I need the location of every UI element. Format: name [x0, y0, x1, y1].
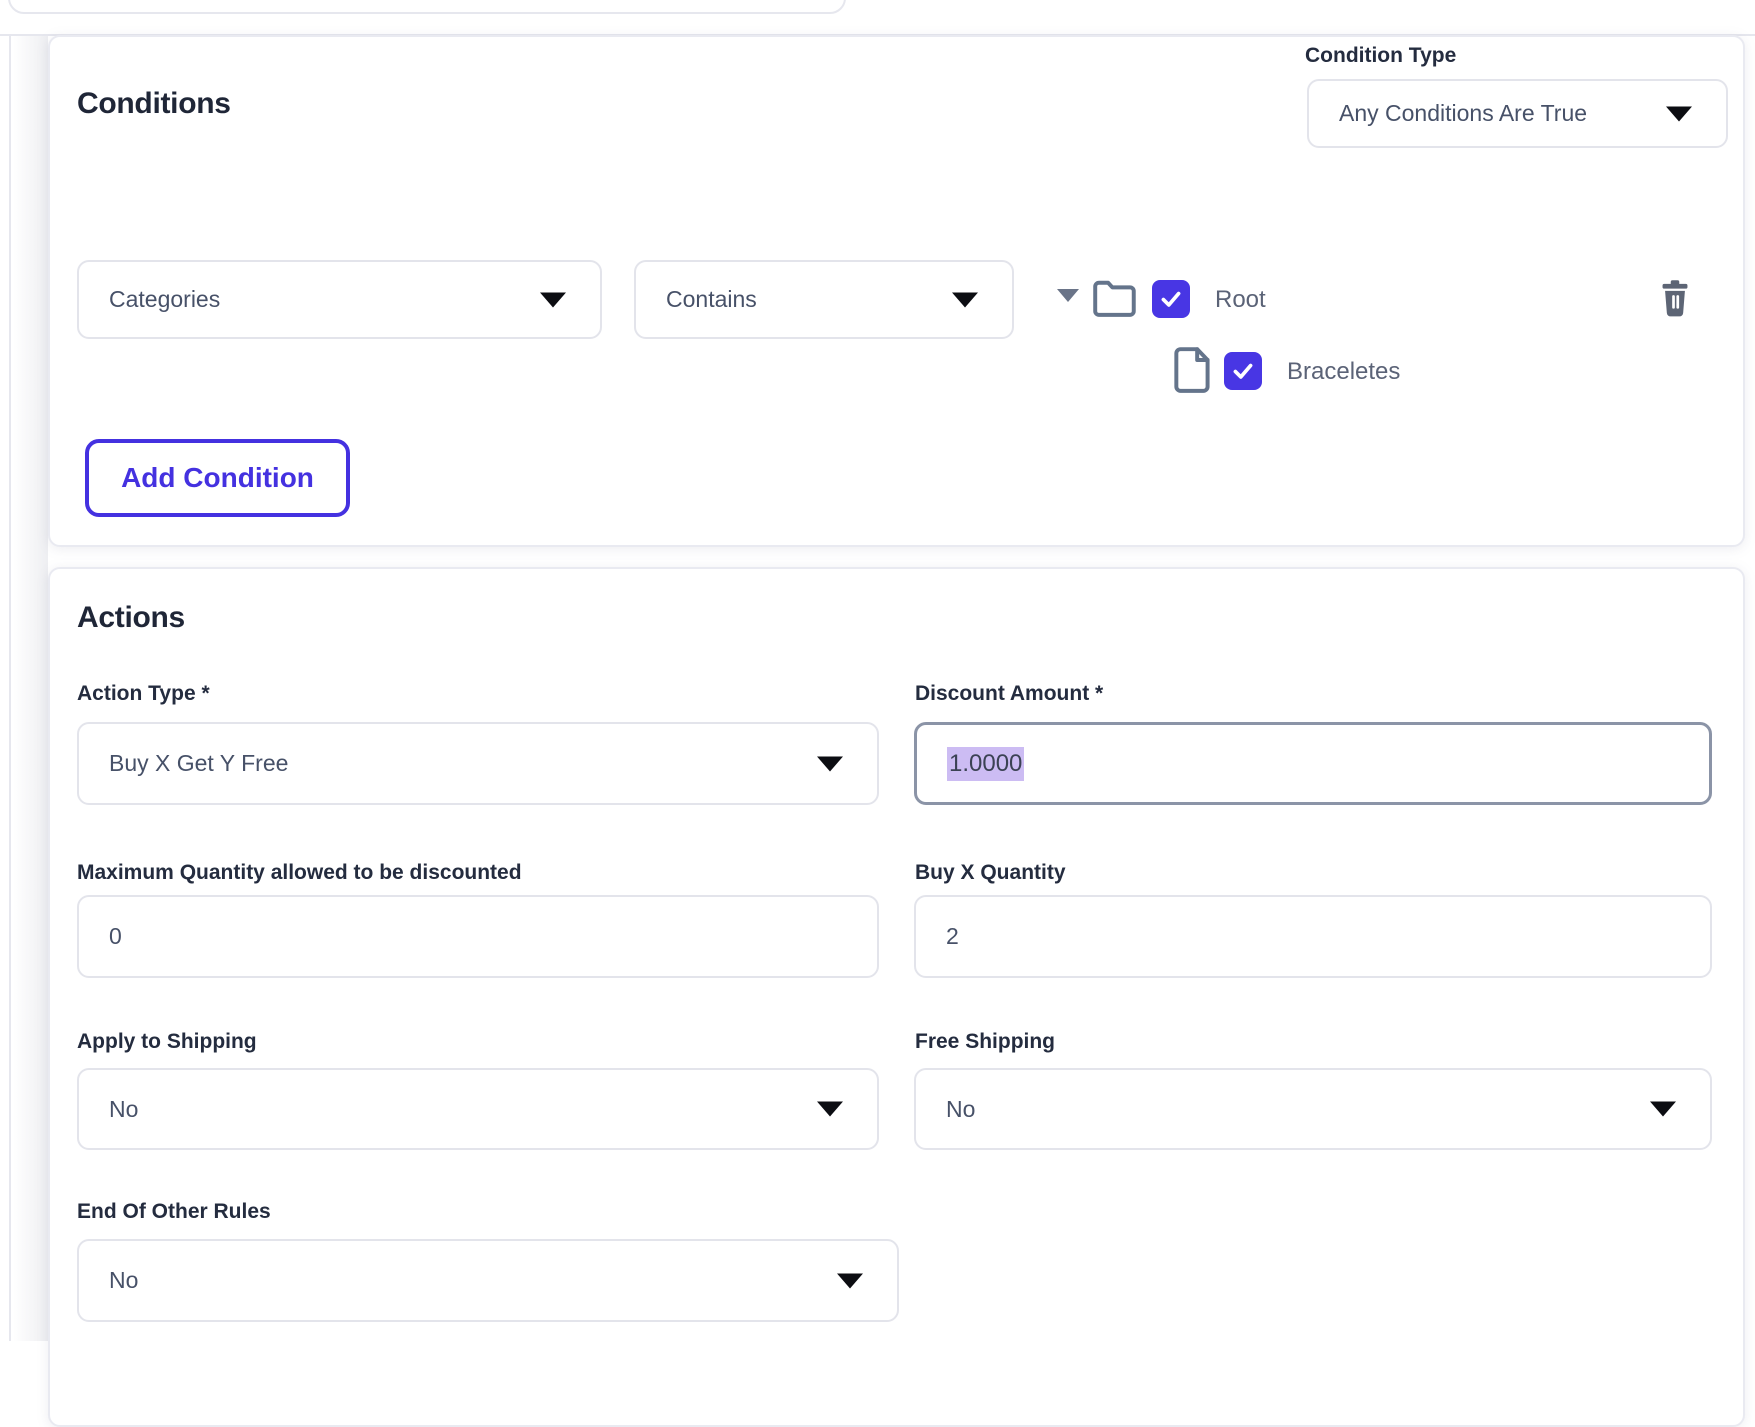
action-type-label: Action Type *: [77, 682, 210, 705]
discount-amount-selected-text: 1.0000: [947, 746, 1025, 781]
add-condition-button[interactable]: Add Condition: [85, 439, 350, 517]
condition-type-select-value: Any Conditions Are True: [1339, 100, 1588, 126]
buy-x-qty-input[interactable]: 2: [914, 895, 1712, 978]
end-other-rules-label: End Of Other Rules: [77, 1200, 271, 1223]
content-left-border: [9, 35, 11, 1341]
action-type-value: Buy X Get Y Free: [109, 750, 289, 776]
check-icon: [1233, 363, 1253, 379]
check-icon: [1161, 291, 1181, 307]
buy-x-qty-label: Buy X Quantity: [915, 861, 1066, 884]
buy-x-qty-value: 2: [946, 923, 959, 949]
end-other-rules-select[interactable]: No: [77, 1239, 899, 1322]
card-left-shadow: [13, 36, 48, 1341]
chevron-down-icon: [1650, 1101, 1676, 1117]
free-shipping-value: No: [946, 1095, 976, 1122]
actions-card: Actions Action Type * Buy X Get Y Free D…: [48, 567, 1745, 1427]
delete-condition-button[interactable]: [1658, 278, 1692, 318]
conditions-title: Conditions: [77, 87, 231, 120]
folder-icon: [1090, 276, 1140, 322]
condition-attribute-select[interactable]: Categories: [77, 260, 602, 339]
max-qty-input[interactable]: 0: [77, 895, 879, 978]
tree-child-checkbox[interactable]: [1224, 352, 1262, 390]
apply-shipping-select[interactable]: No: [77, 1068, 879, 1150]
chevron-down-icon: [1666, 106, 1692, 121]
end-other-rules-value: No: [109, 1267, 139, 1293]
condition-type-label: Condition Type: [1305, 44, 1457, 67]
file-icon: [1172, 345, 1214, 395]
discount-amount-label: Discount Amount *: [915, 682, 1104, 705]
tree-root-label[interactable]: Root: [1215, 286, 1266, 313]
condition-attribute-value: Categories: [109, 286, 221, 312]
condition-operator-value: Contains: [666, 286, 757, 312]
conditions-card: Conditions Condition Type Any Conditions…: [48, 35, 1745, 547]
chevron-down-icon: [952, 292, 978, 307]
tree-expand-caret-icon[interactable]: [1057, 289, 1079, 302]
apply-shipping-label: Apply to Shipping: [77, 1030, 257, 1053]
chevron-down-icon: [540, 292, 566, 307]
tree-root-checkbox[interactable]: [1152, 280, 1190, 318]
chevron-down-icon: [817, 756, 843, 771]
free-shipping-label: Free Shipping: [915, 1030, 1056, 1053]
condition-operator-select[interactable]: Contains: [634, 260, 1014, 339]
previous-card-bottom-edge: [8, 0, 846, 14]
chevron-down-icon: [817, 1101, 843, 1117]
condition-type-select[interactable]: Any Conditions Are True: [1307, 79, 1728, 148]
actions-title: Actions: [77, 601, 185, 634]
tree-child-label[interactable]: Braceletes: [1287, 358, 1401, 385]
apply-shipping-value: No: [109, 1095, 139, 1122]
discount-amount-input[interactable]: 1.0000: [914, 722, 1712, 805]
max-qty-value: 0: [109, 923, 122, 949]
free-shipping-select[interactable]: No: [914, 1068, 1712, 1150]
trash-icon: [1662, 280, 1688, 317]
chevron-down-icon: [837, 1273, 863, 1288]
action-type-select[interactable]: Buy X Get Y Free: [77, 722, 879, 805]
max-qty-label: Maximum Quantity allowed to be discounte…: [77, 861, 522, 884]
